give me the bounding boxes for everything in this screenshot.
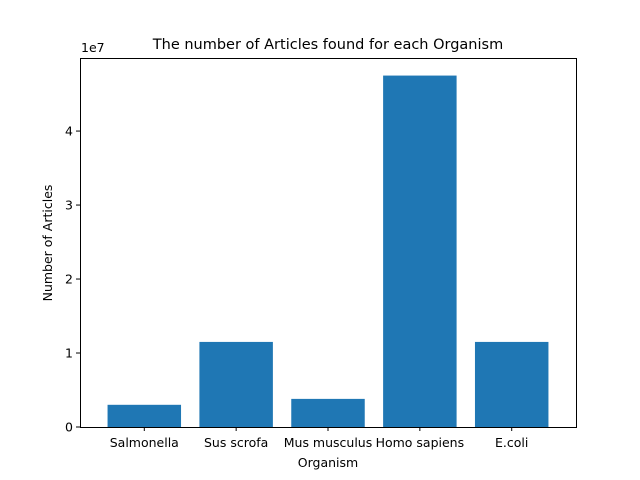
x-tick-label: E.coli bbox=[495, 435, 528, 450]
x-tick-label: Homo sapiens bbox=[376, 435, 465, 450]
bar-homo-sapiens bbox=[383, 75, 457, 428]
bars-group bbox=[107, 75, 549, 428]
y-tick-label: 4 bbox=[65, 124, 73, 139]
x-tick-label: Salmonella bbox=[110, 435, 179, 450]
y-ticks-group: 0 1 2 3 4 bbox=[65, 124, 80, 435]
bar-e-coli bbox=[474, 341, 549, 427]
plot-frame bbox=[80, 58, 577, 428]
x-tick-label: Sus scrofa bbox=[204, 435, 268, 450]
y-tick-label: 3 bbox=[65, 198, 73, 213]
bar-sus-scrofa bbox=[199, 341, 273, 427]
bar-mus-musculus bbox=[291, 398, 365, 427]
x-ticks-group: Salmonella Sus scrofa Mus musculus Homo sap… bbox=[110, 427, 528, 450]
y-tick-label: 2 bbox=[65, 272, 73, 287]
y-axis-label: Number of Articles bbox=[40, 185, 55, 302]
y-offset-label: 1e7 bbox=[81, 40, 105, 55]
bar-salmonella bbox=[107, 404, 182, 427]
x-axis-label: Organism bbox=[298, 455, 358, 470]
y-tick-label: 0 bbox=[65, 420, 73, 435]
x-tick-label: Mus musculus bbox=[284, 435, 373, 450]
chart-title: The number of Articles found for each Or… bbox=[152, 37, 503, 53]
y-tick-label: 1 bbox=[65, 346, 73, 361]
